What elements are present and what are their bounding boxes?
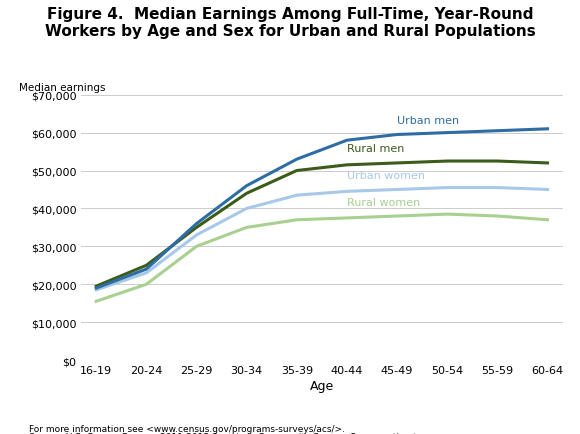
X-axis label: Age: Age (310, 379, 334, 392)
Text: Workers by Age and Sex for Urban and Rural Populations: Workers by Age and Sex for Urban and Rur… (45, 24, 535, 39)
Text: Urban women: Urban women (347, 171, 425, 181)
Text: Figure 4.  Median Earnings Among Full-Time, Year-Round: Figure 4. Median Earnings Among Full-Tim… (47, 7, 533, 21)
Text: For more information see <www.census.gov/programs-surveys/acs/>.: For more information see <www.census.gov… (29, 424, 345, 434)
Text: Urban men: Urban men (397, 116, 459, 126)
Text: Rural women: Rural women (347, 197, 420, 207)
Text: Source: U.S. Census Bureau, 2011-2015 American Community Survey, 5-year estimate: Source: U.S. Census Bureau, 2011-2015 Am… (29, 432, 430, 434)
Text: Median earnings: Median earnings (19, 83, 105, 93)
Text: Rural men: Rural men (347, 144, 404, 154)
